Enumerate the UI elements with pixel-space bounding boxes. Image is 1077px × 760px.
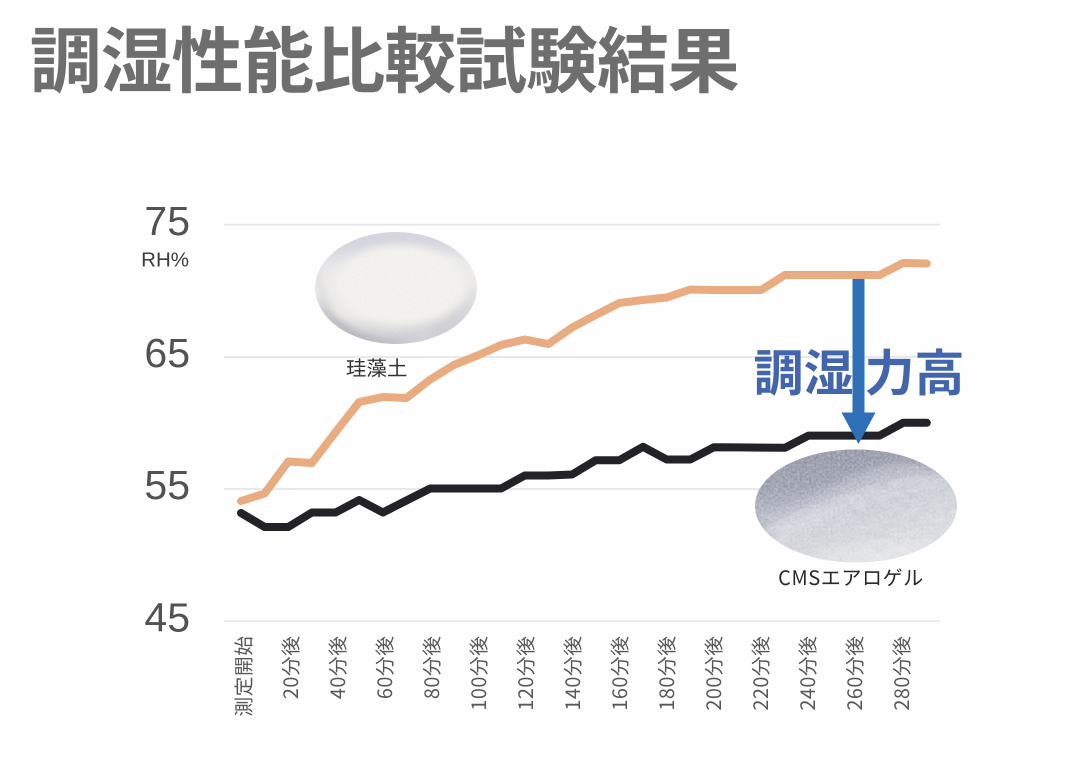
svg-text:RH%: RH% [141, 249, 189, 272]
svg-text:55: 55 [144, 462, 190, 508]
svg-text:65: 65 [144, 330, 190, 376]
svg-text:75: 75 [144, 198, 190, 244]
svg-text:45: 45 [144, 594, 190, 640]
